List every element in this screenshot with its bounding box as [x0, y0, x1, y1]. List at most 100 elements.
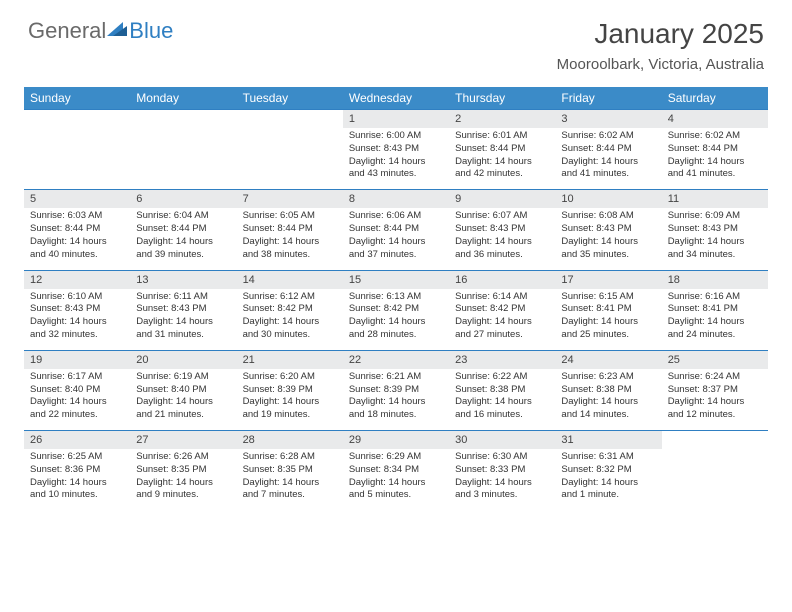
detail-line: Daylight: 14 hours	[30, 477, 124, 490]
dow-cell: Sunday	[24, 87, 130, 110]
day-number-cell: 3	[555, 110, 661, 129]
day-detail-cell: Sunrise: 6:14 AMSunset: 8:42 PMDaylight:…	[449, 289, 555, 351]
day-number-cell: 10	[555, 190, 661, 209]
detail-line: Sunset: 8:41 PM	[668, 303, 762, 316]
detail-row: Sunrise: 6:10 AMSunset: 8:43 PMDaylight:…	[24, 289, 768, 351]
dow-cell: Thursday	[449, 87, 555, 110]
detail-line: Sunset: 8:43 PM	[136, 303, 230, 316]
day-number-cell: 6	[130, 190, 236, 209]
detail-line: and 5 minutes.	[349, 489, 443, 502]
detail-line: Daylight: 14 hours	[668, 396, 762, 409]
day-number-cell: 7	[237, 190, 343, 209]
day-detail-cell: Sunrise: 6:20 AMSunset: 8:39 PMDaylight:…	[237, 369, 343, 431]
detail-line: Sunrise: 6:07 AM	[455, 210, 549, 223]
day-number-cell: 12	[24, 270, 130, 289]
detail-line: and 9 minutes.	[136, 489, 230, 502]
detail-line: Daylight: 14 hours	[243, 236, 337, 249]
day-detail-cell	[24, 128, 130, 190]
detail-line: Sunrise: 6:19 AM	[136, 371, 230, 384]
detail-line: Sunrise: 6:26 AM	[136, 451, 230, 464]
detail-line: Daylight: 14 hours	[349, 396, 443, 409]
header: General Blue January 2025 Mooroolbark, V…	[0, 0, 792, 77]
detail-line: Sunrise: 6:30 AM	[455, 451, 549, 464]
day-number-cell: 2	[449, 110, 555, 129]
day-detail-cell: Sunrise: 6:22 AMSunset: 8:38 PMDaylight:…	[449, 369, 555, 431]
logo-triangle-icon	[107, 18, 127, 44]
detail-line: Sunset: 8:32 PM	[561, 464, 655, 477]
detail-line: and 19 minutes.	[243, 409, 337, 422]
day-number-cell: 17	[555, 270, 661, 289]
day-detail-cell: Sunrise: 6:31 AMSunset: 8:32 PMDaylight:…	[555, 449, 661, 510]
day-detail-cell: Sunrise: 6:16 AMSunset: 8:41 PMDaylight:…	[662, 289, 768, 351]
detail-line: Sunset: 8:43 PM	[30, 303, 124, 316]
day-detail-cell: Sunrise: 6:29 AMSunset: 8:34 PMDaylight:…	[343, 449, 449, 510]
detail-line: Daylight: 14 hours	[455, 477, 549, 490]
day-number-cell: 27	[130, 431, 236, 450]
day-number-cell: 15	[343, 270, 449, 289]
detail-line: and 32 minutes.	[30, 329, 124, 342]
day-number-cell: 31	[555, 431, 661, 450]
detail-line: Sunset: 8:34 PM	[349, 464, 443, 477]
detail-line: and 27 minutes.	[455, 329, 549, 342]
day-detail-cell: Sunrise: 6:25 AMSunset: 8:36 PMDaylight:…	[24, 449, 130, 510]
day-detail-cell: Sunrise: 6:05 AMSunset: 8:44 PMDaylight:…	[237, 208, 343, 270]
detail-line: Sunrise: 6:06 AM	[349, 210, 443, 223]
detail-line: Sunset: 8:43 PM	[668, 223, 762, 236]
detail-line: and 7 minutes.	[243, 489, 337, 502]
detail-line: Sunset: 8:43 PM	[561, 223, 655, 236]
detail-line: and 40 minutes.	[30, 249, 124, 262]
location-text: Mooroolbark, Victoria, Australia	[557, 56, 764, 73]
day-detail-cell: Sunrise: 6:02 AMSunset: 8:44 PMDaylight:…	[555, 128, 661, 190]
dow-cell: Saturday	[662, 87, 768, 110]
detail-line: Sunset: 8:33 PM	[455, 464, 549, 477]
detail-line: Daylight: 14 hours	[561, 316, 655, 329]
detail-row: Sunrise: 6:17 AMSunset: 8:40 PMDaylight:…	[24, 369, 768, 431]
detail-line: Sunrise: 6:14 AM	[455, 291, 549, 304]
day-number-cell: 23	[449, 350, 555, 369]
detail-line: Daylight: 14 hours	[668, 236, 762, 249]
day-number-cell	[24, 110, 130, 129]
dow-cell: Friday	[555, 87, 661, 110]
detail-line: Daylight: 14 hours	[349, 316, 443, 329]
day-number-cell: 8	[343, 190, 449, 209]
day-detail-cell: Sunrise: 6:10 AMSunset: 8:43 PMDaylight:…	[24, 289, 130, 351]
detail-line: Sunset: 8:44 PM	[136, 223, 230, 236]
detail-line: and 36 minutes.	[455, 249, 549, 262]
detail-line: Daylight: 14 hours	[30, 316, 124, 329]
day-num-row: 19202122232425	[24, 350, 768, 369]
day-detail-cell: Sunrise: 6:17 AMSunset: 8:40 PMDaylight:…	[24, 369, 130, 431]
detail-line: Daylight: 14 hours	[136, 477, 230, 490]
logo: General Blue	[28, 18, 173, 44]
detail-row: Sunrise: 6:00 AMSunset: 8:43 PMDaylight:…	[24, 128, 768, 190]
day-number-cell: 20	[130, 350, 236, 369]
detail-line: Sunset: 8:38 PM	[561, 384, 655, 397]
day-detail-cell: Sunrise: 6:21 AMSunset: 8:39 PMDaylight:…	[343, 369, 449, 431]
detail-line: Sunrise: 6:09 AM	[668, 210, 762, 223]
title-block: January 2025 Mooroolbark, Victoria, Aust…	[557, 18, 764, 73]
detail-line: Sunset: 8:36 PM	[30, 464, 124, 477]
day-number-cell: 25	[662, 350, 768, 369]
detail-line: Sunrise: 6:03 AM	[30, 210, 124, 223]
detail-line: Daylight: 14 hours	[30, 236, 124, 249]
detail-row: Sunrise: 6:25 AMSunset: 8:36 PMDaylight:…	[24, 449, 768, 510]
day-number-cell: 26	[24, 431, 130, 450]
day-detail-cell: Sunrise: 6:08 AMSunset: 8:43 PMDaylight:…	[555, 208, 661, 270]
day-detail-cell: Sunrise: 6:06 AMSunset: 8:44 PMDaylight:…	[343, 208, 449, 270]
day-detail-cell	[130, 128, 236, 190]
day-detail-cell: Sunrise: 6:26 AMSunset: 8:35 PMDaylight:…	[130, 449, 236, 510]
day-num-row: 262728293031	[24, 431, 768, 450]
day-number-cell: 18	[662, 270, 768, 289]
detail-line: Daylight: 14 hours	[349, 477, 443, 490]
detail-line: Daylight: 14 hours	[668, 156, 762, 169]
detail-line: Daylight: 14 hours	[243, 396, 337, 409]
day-detail-cell: Sunrise: 6:03 AMSunset: 8:44 PMDaylight:…	[24, 208, 130, 270]
detail-line: and 43 minutes.	[349, 168, 443, 181]
day-detail-cell: Sunrise: 6:24 AMSunset: 8:37 PMDaylight:…	[662, 369, 768, 431]
day-number-cell: 28	[237, 431, 343, 450]
day-num-row: 1234	[24, 110, 768, 129]
day-number-cell: 5	[24, 190, 130, 209]
detail-line: Sunset: 8:41 PM	[561, 303, 655, 316]
detail-line: Sunset: 8:42 PM	[455, 303, 549, 316]
detail-line: Daylight: 14 hours	[668, 316, 762, 329]
detail-line: Sunset: 8:43 PM	[455, 223, 549, 236]
